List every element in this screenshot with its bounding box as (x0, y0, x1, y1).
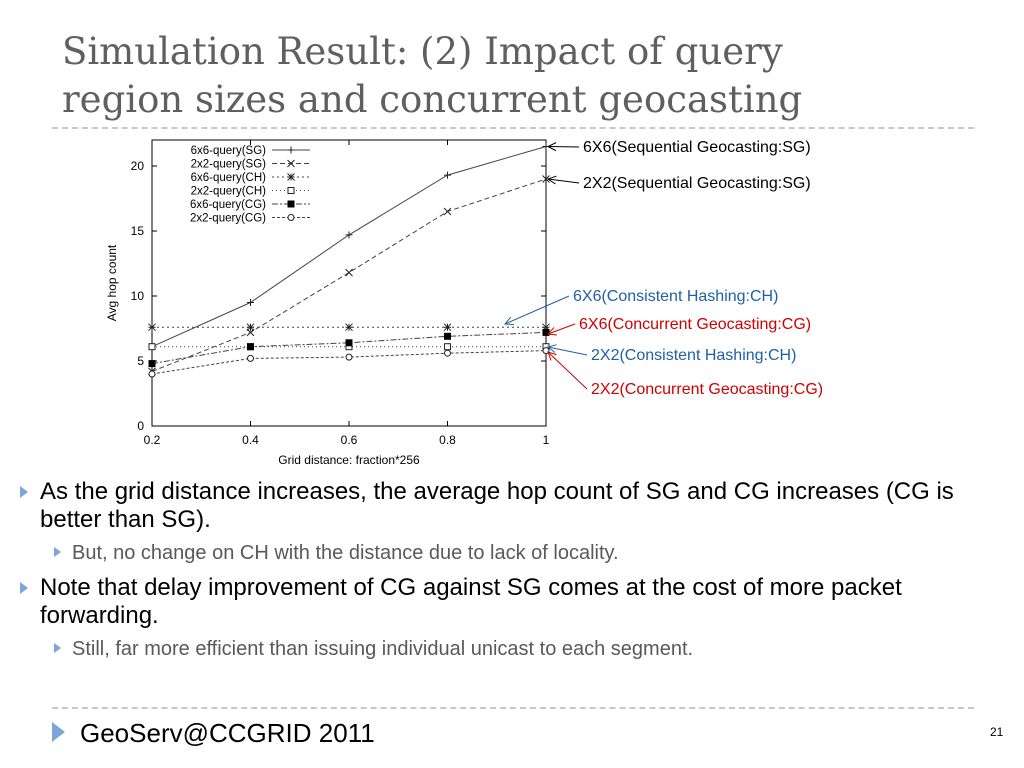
annotation-arrow-line (547, 351, 588, 390)
data-point (542, 175, 550, 183)
footer-text: GeoServ@CCGRID 2011 (80, 718, 375, 748)
data-point (542, 323, 550, 332)
title-divider (52, 127, 974, 129)
bullet-text: Note that delay improvement of CG agains… (40, 574, 902, 629)
data-point (148, 343, 156, 351)
data-point (148, 360, 156, 368)
legend-label: 6x6-query(CH) (191, 172, 267, 184)
y-axis-label: Avg hop count (105, 244, 119, 321)
bullet-list: As the grid distance increases, the aver… (18, 478, 1008, 670)
data-point (247, 343, 254, 351)
x-tick-label: 0.8 (439, 433, 456, 447)
legend-marker (287, 187, 295, 194)
legend-marker (287, 146, 295, 154)
legend-marker (287, 159, 295, 168)
legend-label: 2x2-query(CG) (190, 213, 266, 225)
legend-label: 6x6-query(SG) (191, 145, 267, 157)
annotation-arrowhead-icon (546, 327, 557, 336)
x-tick-label: 1 (543, 433, 550, 447)
x-axis-label: Grid distance: fraction*256 (278, 453, 420, 467)
series-line (151, 178, 547, 372)
sub-bullet-item: But, no change on CH with the distance d… (18, 540, 1008, 566)
bullet-arrow-icon (20, 486, 28, 498)
annotation-arrow-line (547, 346, 588, 356)
data-point (444, 343, 451, 351)
annotation-arrowhead-icon (546, 344, 557, 353)
data-point (345, 268, 353, 277)
annotation-arrow-line (504, 295, 570, 325)
bullet-item: As the grid distance increases, the aver… (18, 478, 1008, 534)
annotation-arrow-line (547, 323, 576, 335)
annotation-label: 6X6(Concurrent Geocasting:CG) (579, 316, 811, 333)
legend-marker (287, 200, 295, 208)
data-point (148, 323, 156, 332)
data-point (247, 299, 254, 306)
legend-marker (287, 214, 295, 221)
sub-bullet-text: Still, far more efficient than issuing i… (72, 638, 694, 660)
legend-label: 2x2-query(SG) (191, 159, 267, 171)
annotation-label: 2X2(Consistent Hashing:CH) (591, 347, 796, 364)
x-tick-label: 0.4 (242, 433, 259, 447)
data-point (246, 323, 255, 332)
annotation-arrowhead-icon (546, 175, 557, 185)
footer-arrow-icon (52, 722, 65, 742)
annotation-arrow-line (547, 178, 580, 184)
y-tick-label: 0 (137, 419, 144, 433)
data-point (345, 353, 353, 361)
data-point (444, 349, 451, 357)
bullet-text: As the grid distance increases, the aver… (40, 478, 954, 533)
data-point (345, 339, 353, 347)
legend-label: 6x6-query(CG) (190, 199, 266, 211)
series-line (151, 350, 547, 375)
data-point (345, 323, 353, 332)
slide-title: Simulation Result: (2) Impact of query r… (62, 28, 962, 124)
footer-divider (52, 707, 974, 709)
y-tick-label: 10 (131, 289, 145, 303)
data-point (542, 347, 550, 355)
annotation-label: 6X6(Consistent Hashing:CH) (573, 288, 778, 305)
data-point (444, 171, 451, 179)
y-tick-label: 15 (131, 224, 145, 238)
data-point (443, 323, 452, 332)
y-tick-label: 20 (131, 159, 145, 173)
data-point (148, 370, 156, 378)
sub-bullet-arrow-icon (54, 547, 61, 557)
data-point (247, 354, 254, 362)
annotation-label: 2X2(Sequential Geocasting:SG) (583, 175, 811, 192)
x-tick-label: 0.2 (144, 433, 161, 447)
data-point (444, 332, 451, 340)
x-tick-label: 0.6 (341, 433, 358, 447)
data-point (345, 231, 353, 239)
annotation-arrowhead-icon (547, 351, 557, 361)
legend-label: 2x2-query(CH) (191, 186, 267, 198)
slide-title-line-2: region sizes and concurrent geocasting (62, 78, 803, 121)
sub-bullet-text: But, no change on CH with the distance d… (72, 542, 619, 564)
sub-bullet-item: Still, far more efficient than issuing i… (18, 636, 1008, 662)
data-point (443, 207, 452, 216)
y-tick-label: 5 (137, 354, 144, 368)
sub-bullet-arrow-icon (54, 643, 61, 653)
annotation-arrow-line (547, 146, 580, 148)
legend-marker (287, 173, 295, 181)
slide-title-line-1: Simulation Result: (2) Impact of query (62, 30, 783, 73)
annotation-arrowhead-icon (546, 142, 557, 152)
annotation-label: 6X6(Sequential Geocasting:SG) (583, 139, 811, 156)
page-number: 21 (990, 725, 1004, 739)
bullet-item: Note that delay improvement of CG agains… (18, 574, 1008, 630)
bullet-arrow-icon (20, 582, 28, 594)
annotation-label: 2X2(Concurrent Geocasting:CG) (591, 381, 823, 398)
annotation-arrowhead-icon (503, 316, 514, 325)
